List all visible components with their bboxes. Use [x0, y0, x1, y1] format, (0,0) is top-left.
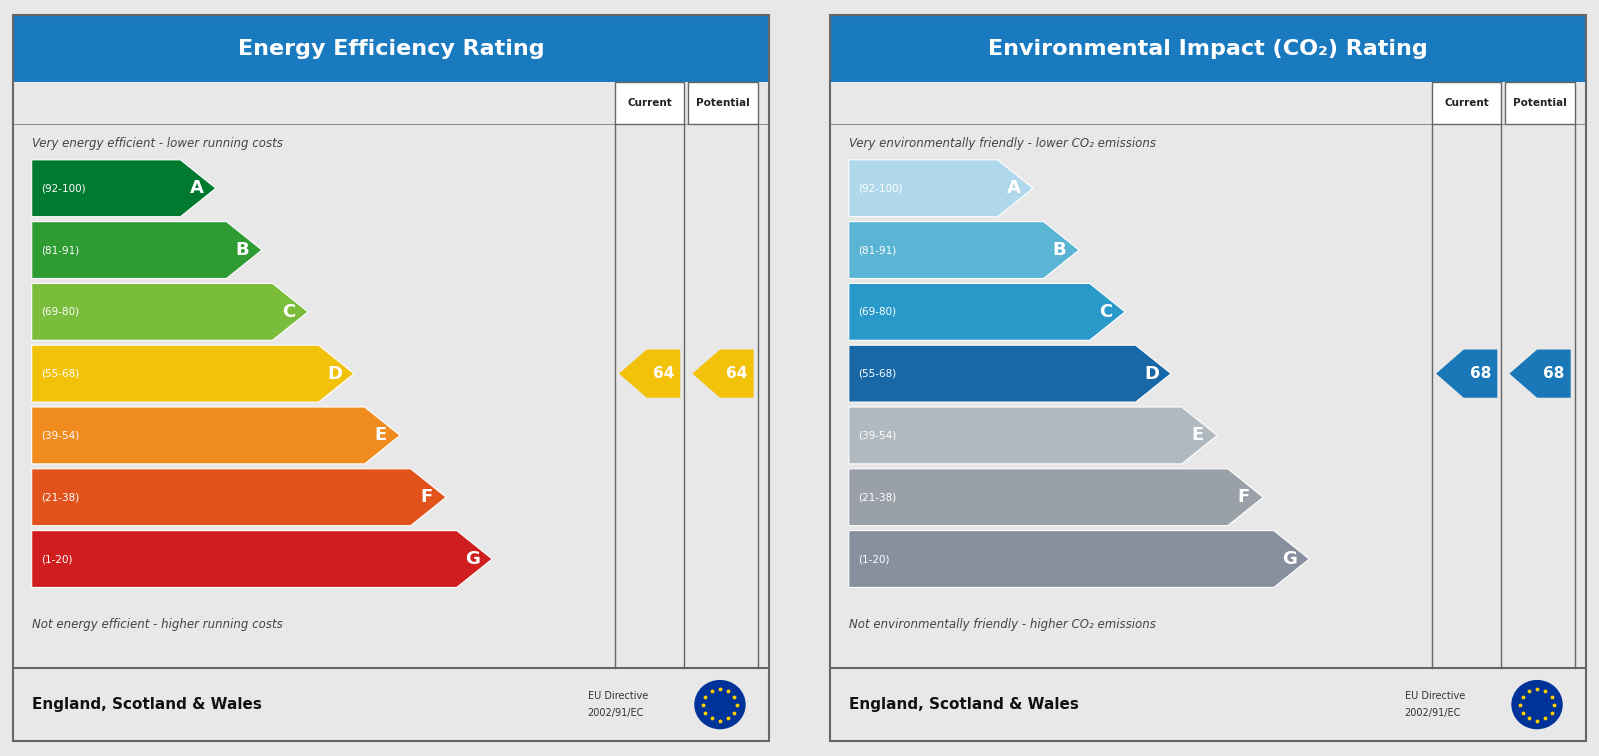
- Circle shape: [694, 680, 745, 730]
- Text: 68: 68: [1543, 366, 1564, 381]
- Text: E: E: [1191, 426, 1204, 445]
- Text: (39-54): (39-54): [859, 430, 895, 441]
- Text: (81-91): (81-91): [859, 245, 895, 255]
- Text: C: C: [1099, 303, 1113, 321]
- Polygon shape: [1436, 349, 1497, 398]
- Text: (69-80): (69-80): [42, 307, 78, 317]
- Circle shape: [1511, 680, 1562, 730]
- Text: (39-54): (39-54): [42, 430, 78, 441]
- Text: G: G: [465, 550, 480, 568]
- Text: E: E: [374, 426, 387, 445]
- Text: A: A: [189, 179, 203, 197]
- Text: F: F: [1238, 488, 1250, 507]
- Polygon shape: [849, 407, 1217, 464]
- Text: A: A: [1006, 179, 1020, 197]
- Bar: [830, 15, 1586, 82]
- Text: Current: Current: [1444, 98, 1489, 108]
- Text: (21-38): (21-38): [859, 492, 895, 502]
- Text: (55-68): (55-68): [859, 369, 895, 379]
- Text: 68: 68: [1469, 366, 1492, 381]
- Text: (81-91): (81-91): [42, 245, 78, 255]
- Polygon shape: [849, 284, 1126, 340]
- Text: D: D: [1145, 364, 1159, 383]
- Bar: [13, 15, 769, 82]
- Polygon shape: [849, 222, 1079, 278]
- Text: (92-100): (92-100): [859, 183, 902, 194]
- Text: (21-38): (21-38): [42, 492, 78, 502]
- Text: (92-100): (92-100): [42, 183, 85, 194]
- Text: Very energy efficient - lower running costs: Very energy efficient - lower running co…: [32, 137, 283, 150]
- Text: Potential: Potential: [696, 98, 750, 108]
- Bar: [1505, 82, 1575, 124]
- Text: EU Directive: EU Directive: [587, 691, 648, 701]
- Polygon shape: [849, 345, 1170, 402]
- Polygon shape: [849, 531, 1310, 587]
- Polygon shape: [32, 469, 446, 525]
- Polygon shape: [32, 284, 309, 340]
- Text: EU Directive: EU Directive: [1404, 691, 1465, 701]
- Text: Current: Current: [627, 98, 672, 108]
- Polygon shape: [849, 469, 1263, 525]
- Polygon shape: [32, 160, 216, 217]
- Text: Very environmentally friendly - lower CO₂ emissions: Very environmentally friendly - lower CO…: [849, 137, 1156, 150]
- Text: Potential: Potential: [1513, 98, 1567, 108]
- Text: Environmental Impact (CO₂) Rating: Environmental Impact (CO₂) Rating: [988, 39, 1428, 58]
- Bar: [616, 82, 684, 124]
- Text: G: G: [1282, 550, 1297, 568]
- Bar: [688, 82, 758, 124]
- Text: 64: 64: [652, 366, 675, 381]
- Text: Energy Efficiency Rating: Energy Efficiency Rating: [238, 39, 544, 58]
- Text: F: F: [421, 488, 433, 507]
- Text: B: B: [235, 241, 249, 259]
- Text: 2002/91/EC: 2002/91/EC: [1404, 708, 1461, 718]
- Text: B: B: [1052, 241, 1067, 259]
- Text: C: C: [281, 303, 296, 321]
- Polygon shape: [1509, 349, 1570, 398]
- Polygon shape: [32, 407, 400, 464]
- Text: England, Scotland & Wales: England, Scotland & Wales: [849, 697, 1079, 712]
- Polygon shape: [619, 349, 680, 398]
- Text: 64: 64: [726, 366, 747, 381]
- Text: Not energy efficient - higher running costs: Not energy efficient - higher running co…: [32, 618, 283, 631]
- Text: D: D: [328, 364, 342, 383]
- Polygon shape: [32, 345, 353, 402]
- Polygon shape: [849, 160, 1033, 217]
- Text: (55-68): (55-68): [42, 369, 78, 379]
- Polygon shape: [692, 349, 753, 398]
- Text: (1-20): (1-20): [859, 554, 889, 564]
- Text: 2002/91/EC: 2002/91/EC: [587, 708, 644, 718]
- Text: England, Scotland & Wales: England, Scotland & Wales: [32, 697, 262, 712]
- Polygon shape: [32, 222, 262, 278]
- Bar: [1433, 82, 1501, 124]
- Text: Not environmentally friendly - higher CO₂ emissions: Not environmentally friendly - higher CO…: [849, 618, 1156, 631]
- Text: (69-80): (69-80): [859, 307, 895, 317]
- Text: (1-20): (1-20): [42, 554, 72, 564]
- Polygon shape: [32, 531, 492, 587]
